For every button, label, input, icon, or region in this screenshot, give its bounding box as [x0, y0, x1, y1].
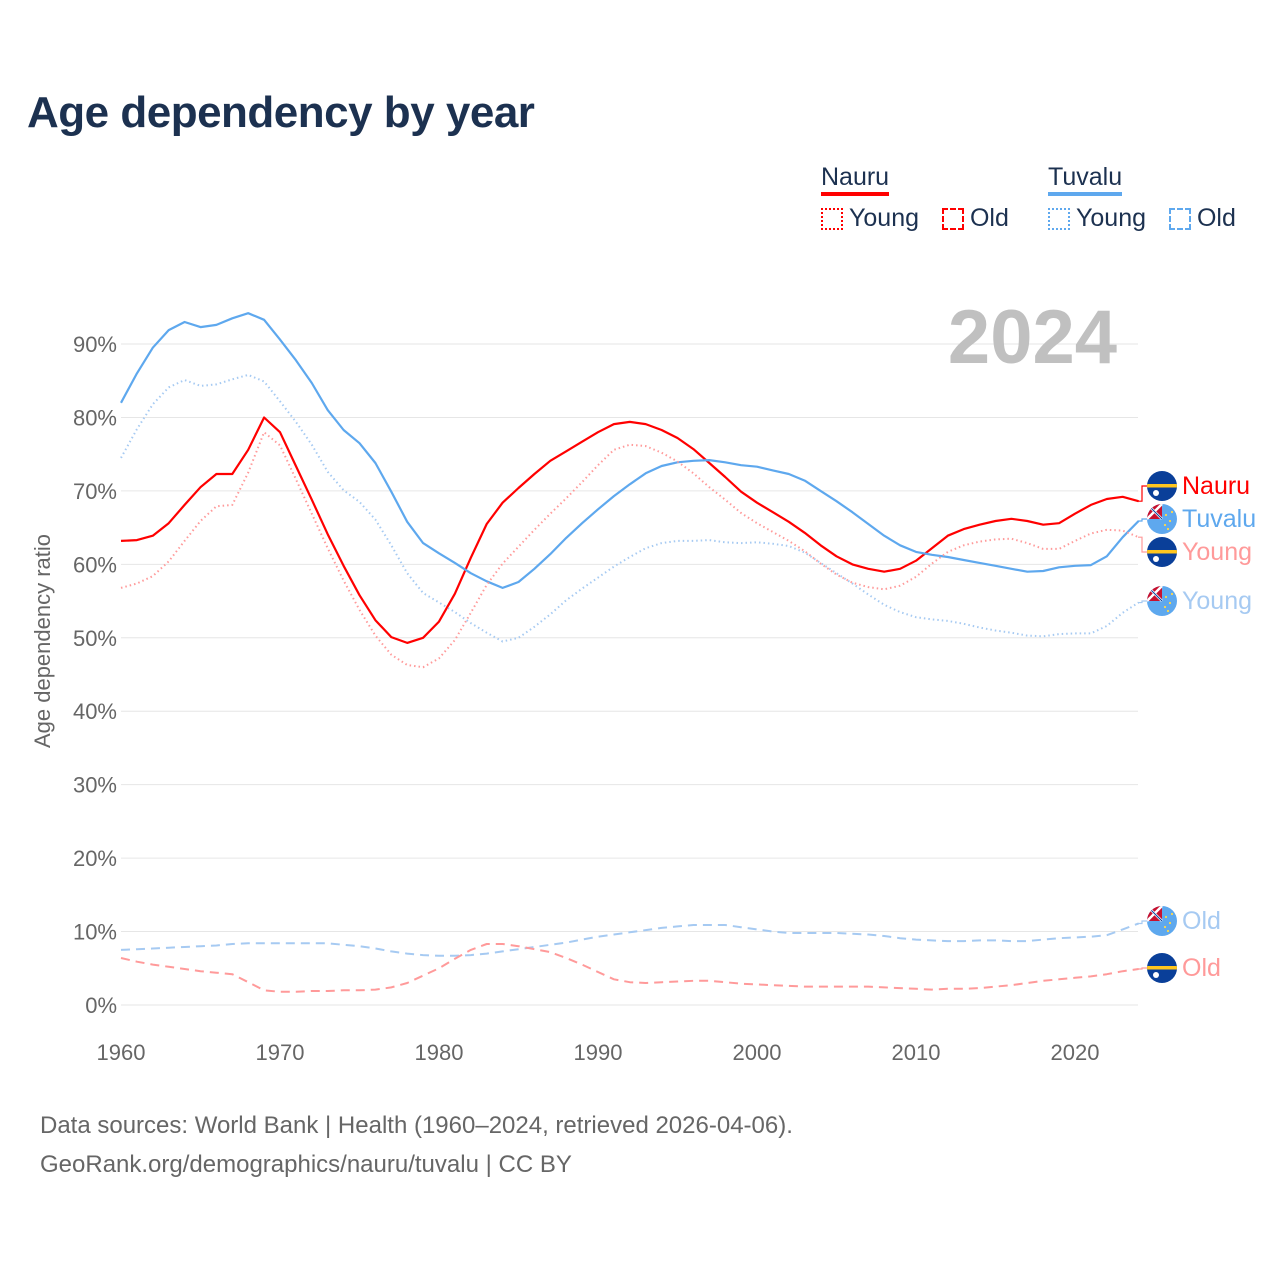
series-line-tuvalu-old [120, 922, 1139, 957]
flag-star [1166, 609, 1170, 613]
legend-label: Young [849, 204, 919, 232]
y-tick-label: 90% [73, 332, 117, 357]
series-line-nauru-young [120, 431, 1139, 669]
end-label: Tuvalu [1182, 505, 1256, 533]
flag-star [1168, 601, 1172, 605]
flag-stripe [1147, 484, 1177, 488]
legend-country-label: Tuvalu [1048, 162, 1123, 196]
x-tick-label: 1980 [415, 1040, 464, 1065]
flag-star [1153, 490, 1159, 496]
flag-star [1166, 527, 1170, 531]
flag-star [1163, 523, 1167, 527]
flag-body [1147, 537, 1177, 567]
x-tick-label: 1990 [574, 1040, 623, 1065]
legend-label: Old [969, 204, 1009, 232]
dotted-swatch-icon [821, 207, 843, 230]
y-tick-label: 60% [73, 552, 117, 577]
label-connector [1138, 536, 1148, 553]
chart-title: Age dependency by year [27, 88, 535, 137]
flag-stripe [1147, 966, 1177, 970]
legend-item-nauru-young[interactable]: Young [821, 204, 919, 233]
series-line-nauru-old [120, 943, 1139, 993]
label-connector [1138, 600, 1148, 604]
series-line-tuvalu [120, 312, 1140, 589]
x-tick-label: 2010 [892, 1040, 941, 1065]
legend-item-tuvalu-old[interactable]: Old [1168, 204, 1236, 233]
nauru-flag-icon [1147, 537, 1177, 567]
flag-star [1170, 912, 1174, 916]
tuvalu-flag-icon [1147, 906, 1177, 936]
flag-stripe [1147, 550, 1177, 554]
y-tick-label: 10% [73, 920, 117, 945]
dotted-swatch-icon [1048, 207, 1070, 230]
dashed-swatch-icon [1168, 207, 1191, 230]
source-link[interactable]: GeoRank.org/demographics/nauru/tuvalu | … [40, 1151, 572, 1178]
label-connector [1138, 920, 1148, 925]
flag-star [1163, 605, 1167, 609]
end-label: Nauru [1182, 472, 1250, 500]
tuvalu-flag-icon [1147, 504, 1177, 534]
y-tick-label: 40% [73, 699, 117, 724]
flag-body [1147, 471, 1177, 501]
flag-star [1164, 595, 1168, 599]
label-connector [1138, 518, 1148, 522]
end-label: Old [1182, 954, 1221, 982]
legend-label: Old [1196, 204, 1236, 232]
legend-item-tuvalu-young[interactable]: Young [1048, 204, 1146, 233]
flag-body [1147, 504, 1177, 534]
y-tick-label: 30% [73, 773, 117, 798]
label-connector [1138, 485, 1148, 502]
x-tick-label: 1960 [97, 1040, 146, 1065]
nauru-flag-icon [1147, 953, 1177, 983]
y-tick-label: 50% [73, 626, 117, 651]
x-tick-label: 2000 [733, 1040, 782, 1065]
tuvalu-flag-icon [1147, 586, 1177, 616]
legend-nauru: Nauru Young Old [821, 162, 1025, 237]
legend-label: Young [1076, 204, 1146, 232]
flag-star [1153, 556, 1159, 562]
series-line-nauru [120, 416, 1139, 644]
flag-body [1147, 906, 1177, 936]
y-tick-label: 20% [73, 846, 117, 871]
x-tick-label: 2020 [1051, 1040, 1100, 1065]
flag-star [1164, 513, 1168, 517]
flag-star [1170, 510, 1174, 514]
y-tick-label: 70% [73, 479, 117, 504]
end-label: Young [1182, 587, 1252, 615]
end-label: Old [1182, 907, 1221, 935]
flag-star [1168, 519, 1172, 523]
flag-star [1166, 929, 1170, 933]
flag-star [1164, 915, 1168, 919]
y-tick-label: 80% [73, 405, 117, 430]
y-tick-label: 0% [85, 993, 117, 1018]
flag-star [1168, 921, 1172, 925]
footer: Data sources: World Bank | Health (1960–… [40, 1106, 793, 1184]
x-tick-label: 1970 [256, 1040, 305, 1065]
year-label: 2024 [948, 295, 1117, 380]
flag-star [1163, 925, 1167, 929]
end-label: Young [1182, 538, 1252, 566]
flag-star [1170, 592, 1174, 596]
flag-body [1147, 953, 1177, 983]
legend-tuvalu: Tuvalu Young Old [1048, 162, 1236, 237]
legend-item-nauru-old[interactable]: Old [941, 204, 1009, 233]
flag-body [1147, 586, 1177, 616]
nauru-flag-icon [1147, 471, 1177, 501]
label-connector [1138, 967, 1148, 970]
dashed-swatch-icon [941, 207, 964, 230]
series-line-tuvalu-young [120, 373, 1140, 643]
y-axis-label: Age dependency ratio [30, 534, 55, 748]
data-sources: Data sources: World Bank | Health (1960–… [40, 1112, 793, 1139]
flag-star [1153, 972, 1159, 978]
legend-country-label: Nauru [821, 162, 890, 196]
